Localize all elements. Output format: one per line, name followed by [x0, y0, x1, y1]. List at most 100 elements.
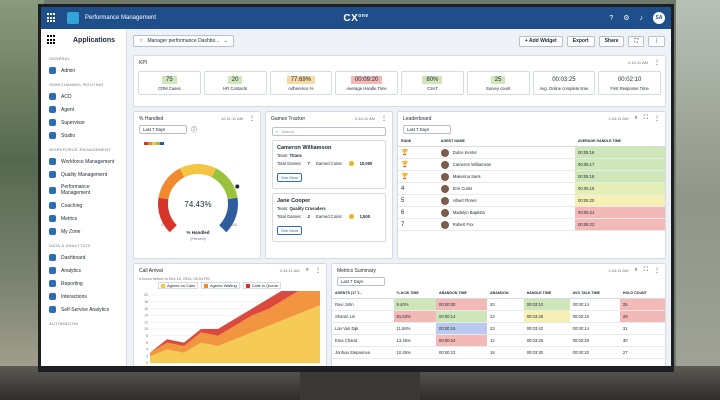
dashboard-select[interactable]: ☆ Manager performance Dashbo... ⌄	[133, 35, 234, 47]
bell-icon[interactable]: ♪	[639, 14, 644, 22]
gauge-scale-swatch	[144, 142, 148, 145]
more-icon[interactable]: ⋮	[654, 116, 660, 122]
star-icon: ☆	[139, 38, 144, 44]
kpi-tile[interactable]: 00:09:20 Average Handle Time	[335, 71, 398, 95]
table-row[interactable]: Ema Chand 13.45% 00:00:24 12 00:03:25 00:00:2…	[332, 334, 665, 347]
search-icon[interactable]: ⌕	[305, 267, 309, 273]
add-widget-button[interactable]: + Add Widget	[518, 35, 563, 47]
sidebar-item[interactable]: Interactions	[41, 290, 126, 303]
fullscreen-icon[interactable]: ⛶	[628, 35, 644, 47]
sidebar-item[interactable]: My Zone	[41, 225, 126, 238]
table-row[interactable]: Ravi John 9.40% 00:00:20 20 00:03:10 00:00:14…	[332, 298, 665, 311]
kpi-value: 80%	[422, 75, 443, 84]
games-tracker-widget: Games Tracker 2:44:11 AM ⋮ ⌕ Search Cameron…	[265, 111, 393, 259]
sidebar-section-label: WORKFORCE ENGAGEMENT	[49, 147, 112, 152]
kpi-tile[interactable]: 00:02:10 First Response Time	[598, 71, 661, 95]
table-row[interactable]: 5 Albert Flores 00:05:20	[398, 194, 665, 207]
more-icon[interactable]: ⋮	[654, 60, 660, 66]
sidebar-item[interactable]: Coaching	[41, 199, 126, 212]
share-button[interactable]: Share	[598, 35, 625, 47]
kpi-tile[interactable]: 80% CSAT	[401, 71, 464, 95]
sidebar-section-label: AUTOMATION	[49, 321, 79, 326]
more-icon[interactable]: ⋮	[249, 116, 255, 122]
table-row[interactable]: Lan Van Dijk 11.58% 00:00:15 23 00:03:42 00:0…	[332, 322, 665, 335]
info-icon[interactable]: ⓘ	[191, 128, 198, 134]
games-search-input[interactable]: ⌕ Search	[272, 127, 386, 136]
column-header[interactable]: HOLD COUNT	[619, 288, 665, 299]
sidebar-item[interactable]: Quality Management	[41, 168, 126, 181]
legend-item[interactable]: Agents Waiting	[201, 282, 240, 289]
user-avatar[interactable]: SA	[653, 12, 665, 24]
sidebar-item-label: Reporting	[61, 280, 83, 287]
search-icon[interactable]: ⌕	[634, 115, 638, 121]
leaderboard-widget: Leaderboard 2:44:11 AM ⌕ ⛶ ⋮ Last 7 Days RAN…	[397, 111, 666, 259]
range-select[interactable]: Last 7 Days	[337, 277, 385, 286]
range-select[interactable]: Last 7 Days	[403, 125, 451, 134]
more-icon[interactable]: ⋮	[315, 268, 321, 274]
kpi-tile[interactable]: 20 HR Contacts	[203, 71, 267, 95]
gauge-value: 74.43%	[184, 200, 211, 209]
table-row[interactable]: Jonhua Stepanova 10.45% 00:00:22 18 00:03:30…	[332, 346, 665, 359]
sidebar-item[interactable]: Metrics	[41, 212, 126, 225]
gauge-min-label: 0	[161, 223, 163, 227]
export-button[interactable]: Export	[566, 35, 595, 47]
search-icon[interactable]: ⌕	[634, 267, 638, 273]
kpi-value: 00:09:20	[350, 75, 383, 84]
player-stats: Total Games: 2 Earned Coins: 1,500	[277, 214, 381, 219]
call-arrival-title: Call Arrival	[139, 267, 163, 274]
sidebar-item[interactable]: Agent	[41, 103, 126, 116]
help-icon[interactable]: ?	[609, 14, 614, 22]
sidebar-item[interactable]: Self-Service Analytics	[41, 303, 126, 316]
more-icon[interactable]: ⋮	[654, 268, 660, 274]
sidebar-item[interactable]: Analytics	[41, 264, 126, 277]
kpi-label: Average Handle Time	[346, 85, 387, 91]
kpi-tile[interactable]: 25 Survey count	[466, 71, 530, 95]
legend-item[interactable]: Calls in Queue	[242, 282, 282, 289]
player-name: Jane Cooper	[277, 198, 311, 204]
sidebar-item-label: Workforce Management	[61, 158, 115, 165]
range-select[interactable]: Last 7 Days	[139, 125, 187, 134]
fullscreen-icon[interactable]: ⛶	[643, 267, 648, 273]
fullscreen-icon[interactable]: ⛶	[643, 115, 648, 121]
table-row[interactable]: 🏆 Dulce Kenter 00:05:16	[398, 146, 665, 159]
more-icon[interactable]: ⋮	[648, 35, 665, 47]
see-more-button[interactable]: See More	[277, 226, 303, 235]
gear-icon[interactable]: ⚙	[623, 15, 630, 22]
table-row[interactable]: 🏆 Cameron Williamson 00:05:17	[398, 158, 665, 171]
table-row[interactable]: 6 Madelyn Baptista 00:05:21	[398, 206, 665, 219]
background-right	[676, 0, 720, 400]
column-header[interactable]: RANK	[398, 136, 438, 147]
table-row[interactable]: 4 Erin Curtis 00:05:19	[398, 182, 665, 195]
sidebar-item[interactable]: Admin	[41, 64, 126, 77]
kpi-tile[interactable]: 75 CRM Cases	[138, 71, 201, 95]
sidebar-item[interactable]: Performance Management	[41, 181, 126, 199]
area-series-0[interactable]	[150, 305, 320, 363]
player-card: Cameron Williamson Team: Titans Total Game…	[272, 140, 386, 189]
table-row[interactable]: Sharon Lis 81.63% 00:00:14 23 00:03:28 00:00:…	[332, 310, 665, 323]
column-header[interactable]: AVERAGE HANDLE TIME	[575, 136, 665, 147]
kpi-tile[interactable]: 00:03:25 Avg. Online complete time	[532, 71, 596, 95]
column-header[interactable]: % ACW TIME	[393, 288, 436, 299]
sidebar-item[interactable]: Supervisor	[41, 116, 126, 129]
column-header[interactable]: ABANDON TIME	[436, 288, 488, 299]
app-grid-icon[interactable]	[47, 13, 57, 23]
table-row[interactable]: 7 Robert Fox 00:05:22	[398, 218, 665, 231]
sidebar-item[interactable]: Workforce Management	[41, 155, 126, 168]
kpi-tile[interactable]: 77.69% Adherence %	[269, 71, 333, 95]
column-header[interactable]: HANDLE TIME	[523, 288, 570, 299]
sidebar-item[interactable]: Reporting	[41, 277, 126, 290]
sidebar-item[interactable]: Dashboard	[41, 251, 126, 264]
legend-item[interactable]: Agents on Calls	[158, 282, 199, 289]
column-header[interactable]: AVG TALK TIME	[569, 288, 620, 299]
see-more-button[interactable]: See More	[277, 173, 303, 182]
more-icon[interactable]: ⋮	[381, 116, 387, 122]
column-header[interactable]: ABANDON	[487, 288, 524, 299]
sidebar-item[interactable]: Studio	[41, 129, 126, 142]
column-header[interactable]: AGENT NAME	[437, 136, 575, 147]
y-tick-label: 8	[146, 334, 148, 338]
column-header[interactable]: AGENTS (17 T...	[332, 288, 394, 299]
sidebar: Applications GENERAL Admin OMNICHANNEL ROU…	[41, 29, 127, 366]
table-row[interactable]: 🏆 Makenna Saris 00:05:18	[398, 170, 665, 183]
area-series-1[interactable]	[150, 278, 320, 357]
sidebar-item[interactable]: ACD	[41, 90, 126, 103]
